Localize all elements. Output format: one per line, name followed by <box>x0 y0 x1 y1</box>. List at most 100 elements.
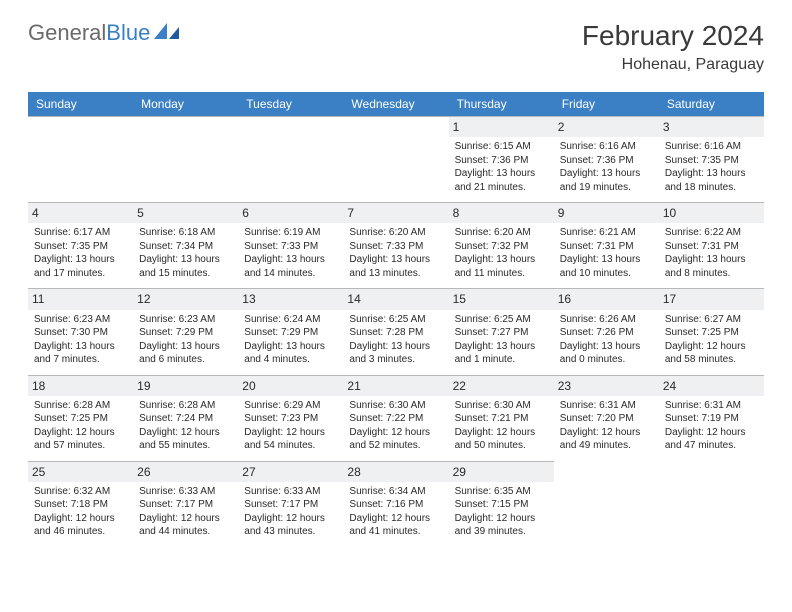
sunset-line: Sunset: 7:18 PM <box>34 498 127 512</box>
daylight-line: Daylight: 13 hours and 14 minutes. <box>244 253 337 280</box>
page-header: GeneralBlue February 2024 Hohenau, Parag… <box>28 20 764 74</box>
empty-cell <box>28 116 133 202</box>
day-cell: 1 Sunrise: 6:15 AMSunset: 7:36 PMDaylight… <box>449 116 554 202</box>
daylight-line: Daylight: 13 hours and 13 minutes. <box>349 253 442 280</box>
day-number: 28 <box>343 462 448 482</box>
sunrise-line: Sunrise: 6:25 AM <box>349 313 442 327</box>
day-cell: 11 Sunrise: 6:23 AMSunset: 7:30 PMDayligh… <box>28 288 133 374</box>
brand-name-gray: General <box>28 20 106 45</box>
daylight-line: Daylight: 13 hours and 21 minutes. <box>455 167 548 194</box>
day-number: 8 <box>449 203 554 223</box>
weekday-header: Saturday <box>659 92 764 116</box>
sunrise-line: Sunrise: 6:21 AM <box>560 226 653 240</box>
brand-name: GeneralBlue <box>28 20 150 46</box>
day-cell: 25Sunrise: 6:32 AMSunset: 7:18 PMDayligh… <box>28 461 133 547</box>
day-number: 10 <box>659 203 764 223</box>
sunset-line: Sunset: 7:36 PM <box>560 154 653 168</box>
sunset-line: Sunset: 7:25 PM <box>665 326 758 340</box>
sunrise-line: Sunrise: 6:22 AM <box>665 226 758 240</box>
sunrise-line: Sunrise: 6:29 AM <box>244 399 337 413</box>
day-number: 29 <box>449 462 554 482</box>
daylight-line: Daylight: 13 hours and 18 minutes. <box>665 167 758 194</box>
sunrise-line: Sunrise: 6:25 AM <box>455 313 548 327</box>
sunrise-line: Sunrise: 6:15 AM <box>455 140 548 154</box>
sunrise-line: Sunrise: 6:23 AM <box>139 313 232 327</box>
daylight-line: Daylight: 13 hours and 4 minutes. <box>244 340 337 367</box>
daylight-line: Daylight: 12 hours and 44 minutes. <box>139 512 232 539</box>
day-cell: 13Sunrise: 6:24 AMSunset: 7:29 PMDayligh… <box>238 288 343 374</box>
day-number: 26 <box>133 462 238 482</box>
daylight-line: Daylight: 12 hours and 41 minutes. <box>349 512 442 539</box>
day-cell: 22Sunrise: 6:30 AMSunset: 7:21 PMDayligh… <box>449 375 554 461</box>
sunrise-line: Sunrise: 6:34 AM <box>349 485 442 499</box>
day-number: 5 <box>133 203 238 223</box>
day-number: 18 <box>28 376 133 396</box>
day-cell: 10Sunrise: 6:22 AMSunset: 7:31 PMDayligh… <box>659 202 764 288</box>
day-cell: 21Sunrise: 6:30 AMSunset: 7:22 PMDayligh… <box>343 375 448 461</box>
day-number: 22 <box>449 376 554 396</box>
weekday-row: SundayMondayTuesdayWednesdayThursdayFrid… <box>28 92 764 116</box>
day-cell: 6Sunrise: 6:19 AMSunset: 7:33 PMDaylight… <box>238 202 343 288</box>
daylight-line: Daylight: 13 hours and 10 minutes. <box>560 253 653 280</box>
empty-cell <box>238 116 343 202</box>
day-cell: 24Sunrise: 6:31 AMSunset: 7:19 PMDayligh… <box>659 375 764 461</box>
sunrise-line: Sunrise: 6:30 AM <box>349 399 442 413</box>
sunset-line: Sunset: 7:36 PM <box>455 154 548 168</box>
sunrise-line: Sunrise: 6:17 AM <box>34 226 127 240</box>
sunrise-line: Sunrise: 6:30 AM <box>455 399 548 413</box>
sunset-line: Sunset: 7:31 PM <box>560 240 653 254</box>
day-number: 19 <box>133 376 238 396</box>
sunset-line: Sunset: 7:23 PM <box>244 412 337 426</box>
calendar: SundayMondayTuesdayWednesdayThursdayFrid… <box>28 92 764 547</box>
day-number: 11 <box>28 289 133 309</box>
day-cell: 7Sunrise: 6:20 AMSunset: 7:33 PMDaylight… <box>343 202 448 288</box>
sunrise-line: Sunrise: 6:33 AM <box>139 485 232 499</box>
day-cell: 28Sunrise: 6:34 AMSunset: 7:16 PMDayligh… <box>343 461 448 547</box>
month-title: February 2024 <box>582 20 764 52</box>
sunset-line: Sunset: 7:15 PM <box>455 498 548 512</box>
day-cell: 5Sunrise: 6:18 AMSunset: 7:34 PMDaylight… <box>133 202 238 288</box>
sunrise-line: Sunrise: 6:31 AM <box>560 399 653 413</box>
sunset-line: Sunset: 7:24 PM <box>139 412 232 426</box>
day-number: 1 <box>449 117 554 137</box>
daylight-line: Daylight: 12 hours and 46 minutes. <box>34 512 127 539</box>
sunset-line: Sunset: 7:35 PM <box>665 154 758 168</box>
sunset-line: Sunset: 7:20 PM <box>560 412 653 426</box>
sunrise-line: Sunrise: 6:18 AM <box>139 226 232 240</box>
weekday-header: Friday <box>554 92 659 116</box>
daylight-line: Daylight: 12 hours and 54 minutes. <box>244 426 337 453</box>
day-cell: 3Sunrise: 6:16 AMSunset: 7:35 PMDaylight… <box>659 116 764 202</box>
day-number: 23 <box>554 376 659 396</box>
daylight-line: Daylight: 12 hours and 52 minutes. <box>349 426 442 453</box>
sunrise-line: Sunrise: 6:28 AM <box>34 399 127 413</box>
day-cell: 12Sunrise: 6:23 AMSunset: 7:29 PMDayligh… <box>133 288 238 374</box>
day-cell: 18Sunrise: 6:28 AMSunset: 7:25 PMDayligh… <box>28 375 133 461</box>
daylight-line: Daylight: 13 hours and 7 minutes. <box>34 340 127 367</box>
sunset-line: Sunset: 7:17 PM <box>244 498 337 512</box>
day-cell: 26 Sunrise: 6:33 AMSunset: 7:17 PMDayligh… <box>133 461 238 547</box>
day-number: 27 <box>238 462 343 482</box>
day-cell: 4Sunrise: 6:17 AMSunset: 7:35 PMDaylight… <box>28 202 133 288</box>
brand-logo: GeneralBlue <box>28 20 180 46</box>
daylight-line: Daylight: 12 hours and 50 minutes. <box>455 426 548 453</box>
daylight-line: Daylight: 12 hours and 47 minutes. <box>665 426 758 453</box>
day-cell: 23 Sunrise: 6:31 AMSunset: 7:20 PMDayligh… <box>554 375 659 461</box>
sunrise-line: Sunrise: 6:23 AM <box>34 313 127 327</box>
day-cell: 19Sunrise: 6:28 AMSunset: 7:24 PMDayligh… <box>133 375 238 461</box>
sunset-line: Sunset: 7:25 PM <box>34 412 127 426</box>
weekday-header: Sunday <box>28 92 133 116</box>
day-number: 7 <box>343 203 448 223</box>
daylight-line: Daylight: 12 hours and 58 minutes. <box>665 340 758 367</box>
day-number: 15 <box>449 289 554 309</box>
daylight-line: Daylight: 12 hours and 49 minutes. <box>560 426 653 453</box>
sunrise-line: Sunrise: 6:33 AM <box>244 485 337 499</box>
sunrise-line: Sunrise: 6:20 AM <box>349 226 442 240</box>
sunset-line: Sunset: 7:17 PM <box>139 498 232 512</box>
day-cell: 27Sunrise: 6:33 AMSunset: 7:17 PMDayligh… <box>238 461 343 547</box>
daylight-line: Daylight: 13 hours and 15 minutes. <box>139 253 232 280</box>
daylight-line: Daylight: 13 hours and 6 minutes. <box>139 340 232 367</box>
sunset-line: Sunset: 7:30 PM <box>34 326 127 340</box>
sunrise-line: Sunrise: 6:31 AM <box>665 399 758 413</box>
title-block: February 2024 Hohenau, Paraguay <box>582 20 764 74</box>
day-number: 2 <box>554 117 659 137</box>
